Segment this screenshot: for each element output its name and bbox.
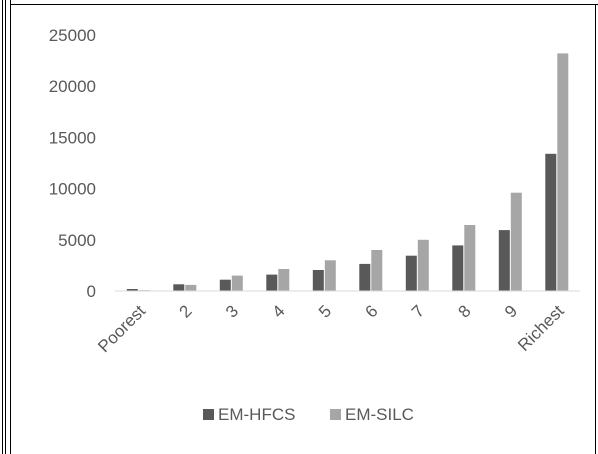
bar-em-hfcs: [266, 274, 278, 291]
bar-em-silc: [371, 250, 383, 291]
y-tick-label: 25000: [49, 26, 96, 45]
x-tick-label: Richest: [514, 301, 568, 355]
frame-border-top: [10, 4, 598, 5]
bar-em-silc: [324, 260, 336, 291]
frame-border-right: [595, 4, 596, 454]
x-tick-label: 5: [315, 301, 335, 321]
bar-em-silc: [510, 192, 522, 291]
legend-swatch: [330, 409, 341, 420]
bar-em-hfcs: [498, 230, 510, 291]
bar-em-hfcs: [173, 284, 185, 291]
x-tick-label: 9: [501, 301, 521, 321]
bar-em-hfcs: [126, 289, 138, 291]
bar-em-hfcs: [359, 263, 371, 291]
y-tick-label: 5000: [58, 231, 96, 250]
bar-em-silc: [231, 275, 243, 291]
bar-em-silc: [278, 269, 290, 291]
x-tick-label: 6: [361, 301, 381, 321]
x-tick-label: 4: [268, 301, 288, 321]
bar-em-silc: [185, 284, 197, 291]
y-tick-label: 10000: [49, 180, 96, 199]
x-tick-label: 3: [222, 301, 242, 321]
bar-em-hfcs: [219, 279, 231, 291]
legend-label: EM-HFCS: [218, 405, 295, 424]
y-tick-label: 0: [87, 282, 96, 301]
bar-em-hfcs: [452, 245, 464, 291]
legend-label: EM-SILC: [345, 405, 414, 424]
bar-em-silc: [557, 53, 569, 292]
bar-em-hfcs: [312, 270, 324, 291]
legend-swatch: [203, 409, 214, 420]
frame-border-left-middle: [5, 0, 6, 454]
frame-border-left-outer: [2, 0, 3, 454]
x-tick-label: 2: [175, 301, 195, 321]
legend: EM-HFCS EM-SILC: [203, 405, 414, 424]
bar-em-hfcs: [545, 153, 557, 291]
y-tick-label: 15000: [49, 128, 96, 147]
x-tick-label: 7: [408, 301, 428, 321]
x-tick-label: Poorest: [94, 301, 149, 356]
bar-em-hfcs: [405, 255, 417, 291]
bar-em-silc: [464, 225, 476, 291]
bar-em-silc: [417, 239, 429, 291]
frame-border-left-inner: [10, 0, 11, 454]
y-tick-label: 20000: [49, 77, 96, 96]
bar-group: [126, 53, 569, 292]
x-tick-label: 8: [454, 301, 474, 321]
y-axis: 25000 20000 15000 10000 5000 0: [49, 26, 96, 301]
